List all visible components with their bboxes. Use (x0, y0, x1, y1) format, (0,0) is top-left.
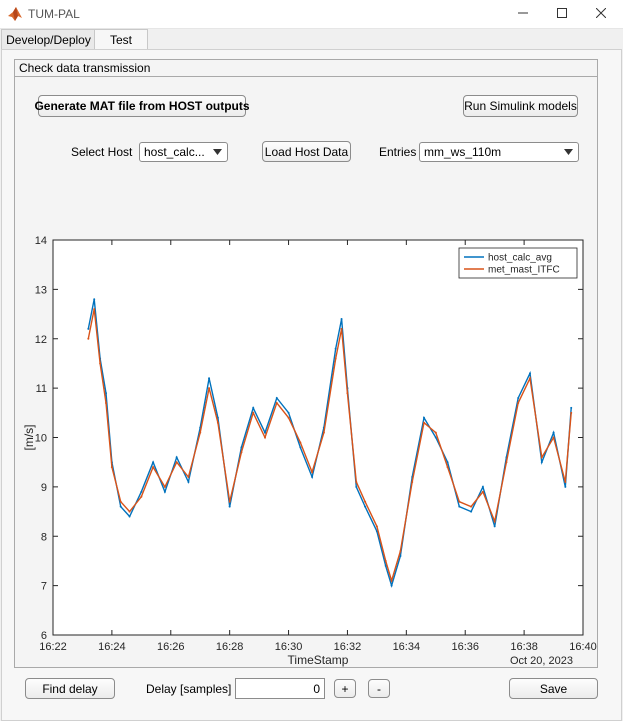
window-title: TUM-PAL (28, 7, 80, 21)
run-simulink-button[interactable]: Run Simulink models (463, 95, 578, 117)
minimize-icon (518, 12, 528, 14)
panel-title: Check data transmission (15, 60, 597, 77)
close-button[interactable] (581, 0, 621, 26)
tab-bar: Develop/Deploy Test (0, 29, 623, 51)
chevron-down-icon (213, 149, 222, 155)
entries-label: Entries (379, 145, 417, 159)
select-host-label: Select Host (71, 145, 133, 159)
maximize-icon (557, 8, 567, 18)
matlab-app-icon (8, 7, 22, 21)
save-button[interactable]: Save (509, 678, 598, 699)
delay-samples-label: Delay [samples] (146, 682, 232, 696)
increment-delay-button[interactable]: + (334, 679, 356, 698)
entries-dropdown[interactable]: mm_ws_110m (419, 142, 579, 162)
decrement-delay-button[interactable]: - (368, 679, 390, 698)
close-icon (596, 8, 606, 18)
load-host-data-button[interactable]: Load Host Data (262, 141, 351, 162)
find-delay-button[interactable]: Find delay (25, 678, 115, 699)
delay-samples-input[interactable]: 0 (235, 678, 325, 699)
maximize-button[interactable] (542, 0, 582, 26)
entries-value: mm_ws_110m (424, 145, 502, 159)
tab-test[interactable]: Test (94, 29, 148, 51)
generate-mat-button[interactable]: Generate MAT file from HOST outputs (34, 95, 250, 117)
title-bar: TUM-PAL (0, 0, 623, 29)
select-host-value: host_calc... (144, 145, 205, 159)
minimize-button[interactable] (503, 0, 543, 26)
chevron-down-icon (564, 149, 573, 155)
select-host-dropdown[interactable]: host_calc... (139, 142, 228, 162)
tab-develop-deploy[interactable]: Develop/Deploy (1, 29, 96, 50)
